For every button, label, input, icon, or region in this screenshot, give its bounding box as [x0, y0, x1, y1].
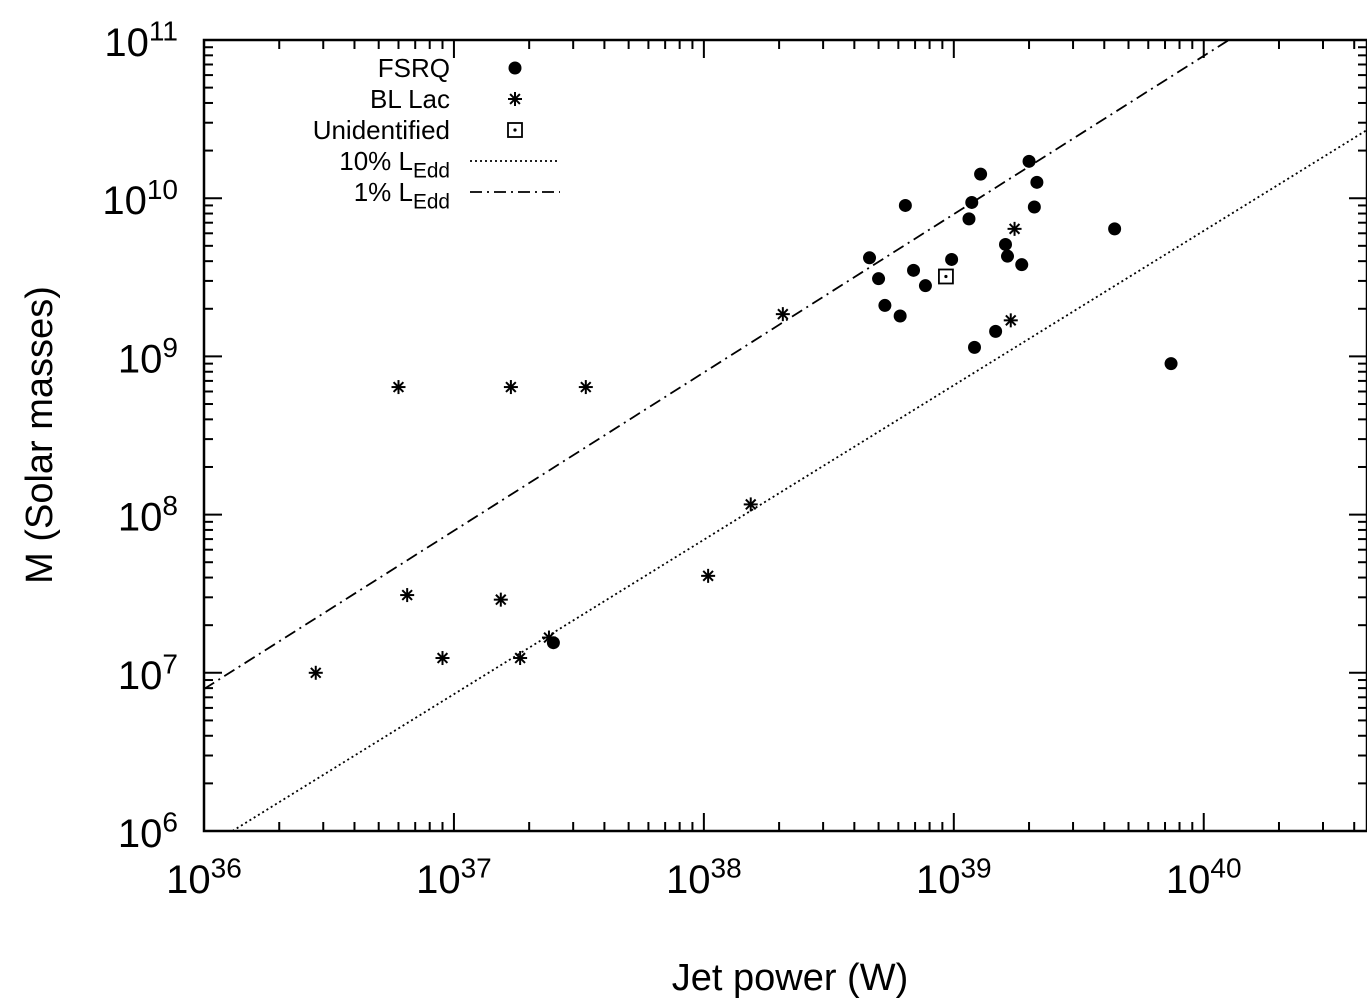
asterisk-stroke — [777, 308, 789, 320]
reference-line — [203, 39, 1230, 690]
legend-label: FSRQ — [378, 53, 450, 83]
x-tick-label: 1039 — [916, 853, 992, 902]
x-tick-label: 1040 — [1166, 853, 1242, 902]
point — [1030, 175, 1044, 189]
x-tick-label: 1038 — [666, 853, 742, 902]
asterisk-point — [743, 497, 758, 512]
asterisk-point — [503, 380, 518, 395]
asterisk-stroke — [1008, 223, 1021, 235]
asterisk-stroke — [509, 93, 521, 105]
point — [893, 309, 907, 323]
point — [945, 252, 959, 266]
asterisk-point — [701, 568, 716, 583]
y-tick-label: 1011 — [104, 16, 178, 65]
point — [965, 195, 979, 209]
asterisk-point — [493, 592, 508, 607]
asterisk-stroke — [401, 589, 413, 601]
asterisk-stroke — [392, 381, 405, 393]
legend-label: 1% LEdd — [354, 177, 450, 213]
legend-label: BL Lac — [370, 84, 450, 114]
square-dot — [513, 128, 517, 132]
point — [863, 251, 877, 265]
y-axis-label: M (Solar masses) — [19, 286, 61, 584]
y-tick-label: 107 — [118, 648, 178, 697]
point — [962, 212, 976, 226]
asterisk-point — [308, 665, 323, 680]
asterisk-point — [1007, 221, 1022, 236]
point — [508, 61, 522, 75]
point — [967, 340, 981, 354]
y-tick-label: 108 — [118, 490, 178, 539]
point — [1001, 249, 1015, 263]
asterisk-stroke — [495, 594, 507, 606]
point — [1015, 258, 1029, 272]
asterisk-point — [391, 380, 406, 395]
asterisk-point — [400, 588, 415, 603]
legend-label: Unidentified — [313, 115, 450, 145]
point — [907, 263, 921, 277]
asterisk-stroke — [310, 667, 322, 679]
y-tick-label: 1010 — [102, 174, 178, 223]
asterisk-stroke — [505, 381, 517, 393]
asterisk-point — [508, 92, 522, 106]
asterisk-point — [578, 380, 593, 395]
asterisk-point — [775, 307, 790, 322]
point — [898, 198, 912, 212]
asterisk-point — [513, 651, 528, 666]
asterisk-stroke — [702, 570, 714, 582]
asterisk-stroke — [1005, 314, 1017, 326]
point — [974, 167, 988, 181]
reference-line — [232, 129, 1367, 832]
point — [1108, 222, 1122, 236]
point — [998, 237, 1012, 251]
x-axis-label: Jet power (W) — [672, 957, 908, 999]
y-tick-label: 109 — [118, 332, 178, 381]
square-point — [938, 268, 954, 285]
point — [1027, 200, 1041, 214]
x-tick-label: 1036 — [166, 853, 242, 902]
asterisk-stroke — [514, 652, 526, 664]
asterisk-stroke — [436, 652, 449, 664]
y-tick-label: 106 — [118, 807, 178, 856]
point — [872, 272, 886, 286]
square-dot — [944, 274, 948, 279]
asterisk-stroke — [745, 498, 757, 511]
square-point — [507, 122, 523, 138]
point — [1164, 357, 1178, 371]
point — [989, 324, 1003, 338]
point — [1022, 154, 1036, 168]
asterisk-point — [1003, 313, 1018, 328]
asterisk-stroke — [580, 381, 592, 393]
point — [878, 298, 892, 312]
legend-label: 10% LEdd — [339, 146, 450, 182]
asterisk-point — [435, 651, 450, 666]
x-tick-label: 1037 — [416, 853, 492, 902]
point — [918, 279, 932, 293]
